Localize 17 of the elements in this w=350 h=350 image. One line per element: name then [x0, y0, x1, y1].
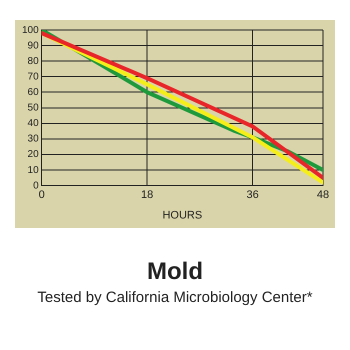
x-tick-label: 36: [246, 189, 259, 202]
y-tick-label: 30: [28, 134, 40, 145]
y-tick-label: 80: [28, 56, 40, 67]
text: Tested by California Microbiology Center*: [36, 289, 314, 306]
y-tick-label: 60: [28, 86, 40, 98]
y-tick-label: 70: [28, 71, 40, 82]
y-tick-label: 100: [22, 24, 40, 36]
y-tick-label: 20: [28, 149, 40, 160]
y-tick-label: 50: [28, 102, 40, 114]
y-tick-label: 40: [28, 118, 40, 130]
y-tick-label: 10: [28, 164, 40, 176]
x-axis-title: HOURS: [162, 209, 202, 222]
text: Mold: [146, 258, 204, 286]
y-tick-label: 0: [33, 180, 40, 192]
y-tick-label: 90: [28, 40, 40, 52]
x-tick-label: 48: [316, 189, 330, 202]
x-tick-label: 18: [141, 189, 154, 202]
